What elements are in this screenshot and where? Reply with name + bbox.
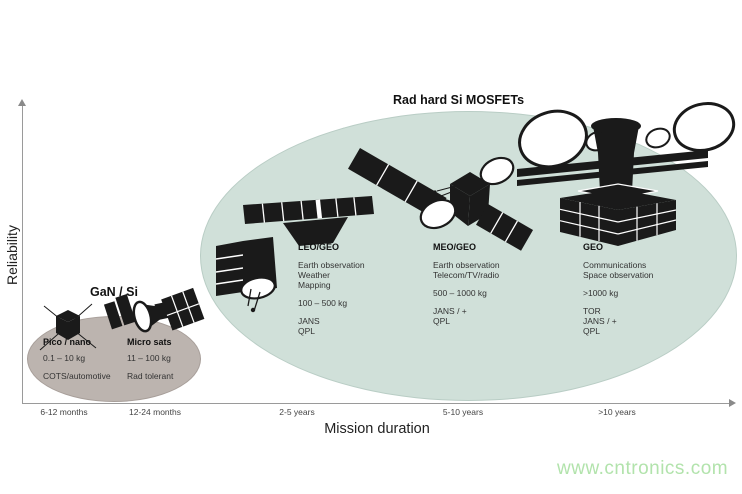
pico-nano-group: Pico / nano 0.1 – 10 kg COTS/automotive	[43, 337, 111, 381]
pico-nano-satellite-icon	[39, 303, 97, 351]
mass-range: >1000 kg	[583, 288, 619, 298]
qualification-line: QPL	[433, 316, 451, 326]
geo-satellite-icon	[517, 102, 736, 246]
mass-range: 11 – 100 kg	[127, 353, 171, 363]
x-tick-0: 6-12 months	[40, 407, 88, 417]
qualification-line: QPL	[583, 326, 601, 336]
x-tick-3: 5-10 years	[442, 407, 484, 417]
x-tick-1: 12-24 months	[129, 407, 181, 417]
qualification-line: JANS / +	[433, 306, 467, 316]
mass-range: 0.1 – 10 kg	[43, 353, 86, 363]
group-title: GEO	[583, 242, 604, 252]
x-axis-arrow-icon	[729, 399, 736, 407]
y-axis-arrow-icon	[18, 99, 26, 106]
leo-satellite-icon	[243, 196, 374, 246]
application-line: Telecom/TV/radio	[433, 270, 500, 280]
meo-satellite-icon	[348, 148, 534, 251]
grade-line: COTS/automotive	[43, 371, 111, 381]
micro-satellite-icon	[103, 287, 205, 333]
micro-sats-group: Micro sats 11 – 100 kg Rad tolerant	[127, 337, 173, 381]
x-axis-line	[22, 403, 732, 404]
x-axis-label: Mission duration	[324, 421, 430, 437]
application-line: Weather	[298, 270, 330, 280]
application-line: Space observation	[583, 270, 654, 280]
qualification-line: JANS	[298, 316, 320, 326]
group-title: Pico / nano	[43, 337, 92, 347]
group-title: Micro sats	[127, 337, 172, 347]
rad-hard-title: Rad hard Si MOSFETs	[393, 93, 525, 107]
group-title: LEO/GEO	[298, 242, 340, 252]
mass-range: 100 – 500 kg	[298, 298, 348, 308]
group-title: MEO/GEO	[433, 242, 477, 252]
application-line: Communications	[583, 260, 647, 270]
y-axis-line	[22, 106, 23, 403]
x-tick-4: >10 years	[598, 407, 636, 417]
mass-range: 500 – 1000 kg	[433, 288, 487, 298]
application-line: Earth observation	[298, 260, 365, 270]
application-line: Mapping	[298, 280, 331, 290]
watermark-text: www.cntronics.com	[557, 458, 729, 479]
qualification-line: QPL	[298, 326, 316, 336]
leo-cubesat-icon	[215, 237, 277, 313]
qualification-line: TOR	[583, 306, 601, 316]
leo-geo-group: LEO/GEO Earth observation Weather Mappin…	[298, 242, 365, 336]
application-line: Earth observation	[433, 260, 500, 270]
x-tick-2: 2-5 years	[279, 407, 315, 417]
grade-line: Rad tolerant	[127, 371, 174, 381]
meo-geo-group: MEO/GEO Earth observation Telecom/TV/rad…	[433, 242, 500, 326]
geo-group: GEO Communications Space observation >10…	[583, 242, 653, 336]
gan-si-title: GaN / Si	[90, 285, 138, 299]
qualification-line: JANS / +	[583, 316, 617, 326]
